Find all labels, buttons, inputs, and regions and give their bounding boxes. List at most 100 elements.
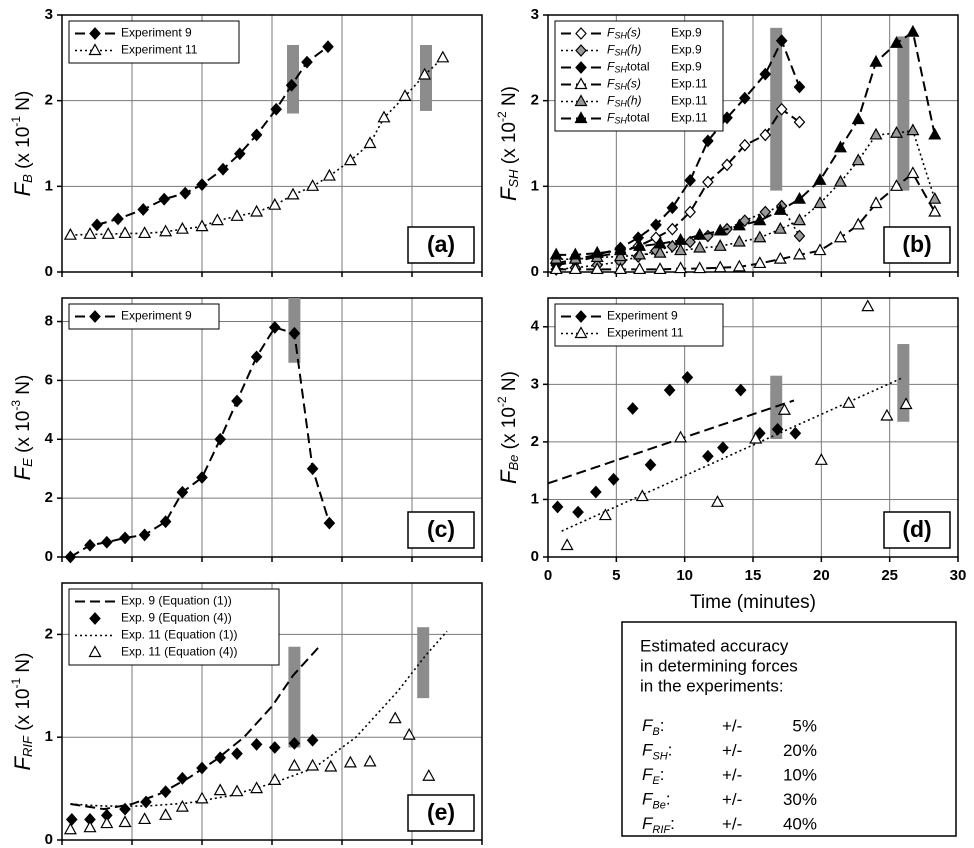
data-point (138, 226, 152, 239)
box-value: 40% (783, 814, 817, 833)
data-point (814, 453, 828, 465)
data-point (63, 227, 77, 240)
accuracy-band (417, 627, 430, 699)
legend-marker (88, 645, 102, 658)
data-point (880, 408, 894, 421)
legend (554, 303, 724, 347)
legend (68, 20, 240, 64)
legend-label: Experiment 9 (607, 309, 678, 323)
data-point (159, 785, 172, 799)
y-label-sub: E (20, 458, 35, 467)
legend-label-sub: SH (614, 82, 627, 92)
box-pm: +/- (722, 716, 742, 735)
data-point (738, 91, 751, 105)
y-axis-label: FB (x 10-1 N) (9, 91, 35, 197)
data-point (176, 485, 189, 499)
accuracy-band (897, 344, 910, 422)
y-tick-label: 6 (45, 371, 53, 388)
data-point (833, 174, 847, 187)
data-point (418, 67, 432, 80)
data-point (792, 247, 806, 260)
data-point (792, 213, 806, 226)
box-force: FE: (642, 765, 664, 786)
data-point (693, 227, 707, 240)
legend-marker (89, 310, 101, 323)
data-point (119, 531, 131, 545)
data-point (137, 203, 150, 216)
box-line: in determining forces (640, 656, 798, 675)
data-point (230, 209, 244, 221)
data-point (721, 111, 733, 125)
x-tick-label: 5 (612, 567, 620, 584)
x-tick-label: 30 (950, 567, 967, 584)
box-value: 10% (783, 765, 817, 784)
data-point (906, 123, 920, 136)
legend-label: Experiment 11 (607, 326, 684, 340)
data-point (684, 235, 696, 249)
series-line (70, 630, 448, 807)
data-point (666, 222, 679, 236)
data-point (158, 192, 171, 206)
y-label-base: F (496, 186, 521, 201)
legend-marker (88, 43, 102, 56)
data-point (861, 299, 875, 312)
accuracy-band (897, 36, 910, 191)
data-point (684, 173, 696, 187)
panel-label: (b) (902, 231, 931, 257)
data-point (363, 754, 377, 767)
data-point (732, 259, 746, 272)
data-point (213, 783, 227, 796)
data-point (118, 815, 132, 828)
data-point (306, 733, 319, 747)
plot-border (61, 14, 483, 273)
data-point (112, 212, 124, 226)
data-point (693, 240, 707, 253)
data-point (775, 34, 788, 48)
data-point (100, 816, 114, 829)
y-label-post: N) (13, 375, 34, 400)
box-force: FSH: (642, 741, 672, 762)
y-label-sup: -2 (495, 396, 509, 407)
data-point (343, 153, 357, 166)
data-point (196, 761, 208, 775)
data-point (773, 251, 787, 264)
data-point (906, 24, 920, 37)
data-point (250, 781, 264, 794)
data-point (693, 261, 707, 274)
data-point (773, 221, 787, 234)
data-point (738, 138, 751, 152)
box-force-colon: : (668, 741, 673, 760)
trend-line (547, 399, 795, 485)
box-pm: +/- (722, 741, 742, 760)
data-point (633, 262, 647, 275)
data-point (402, 727, 416, 740)
data-point (159, 515, 172, 529)
data-point (889, 36, 904, 48)
data-point (306, 462, 319, 476)
data-point (635, 489, 649, 502)
plot-border (547, 14, 959, 273)
legend-label-sub: SH (614, 99, 627, 109)
box-force-sub: RIF (652, 824, 671, 836)
legend-label: Exp. 9 (Equation (4)) (121, 611, 232, 625)
legend-label-sub: SH (614, 31, 627, 41)
y-label-sup: -1 (9, 678, 23, 689)
y-label-base: F (10, 755, 35, 770)
data-point (195, 219, 209, 232)
y-tick-label: 8 (45, 313, 53, 330)
data-point (650, 218, 662, 232)
y-label-post: N) (13, 91, 34, 116)
box-force: FRIF: (642, 814, 675, 835)
data-point (644, 458, 657, 472)
box-force: FBe: (642, 790, 671, 811)
data-point (195, 791, 209, 804)
legend-label: Experiment 9 (121, 309, 192, 323)
data-point (713, 260, 727, 273)
data-point (100, 535, 113, 549)
data-point (607, 472, 620, 486)
y-tick-label: 0 (531, 263, 539, 280)
data-point (754, 426, 766, 440)
data-point (159, 224, 173, 237)
data-point (759, 128, 772, 142)
legend (554, 20, 724, 132)
